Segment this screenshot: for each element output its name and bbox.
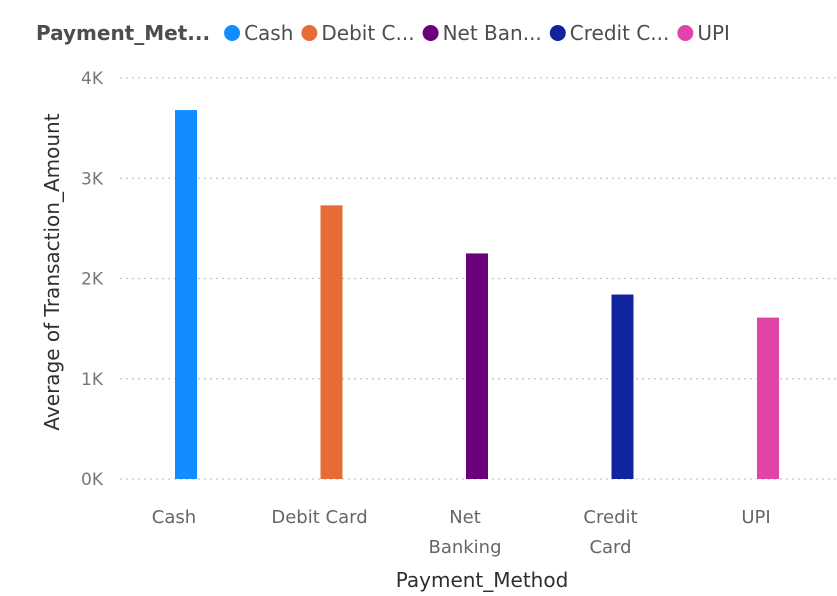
x-tick-label: Cash — [152, 507, 196, 528]
legend-label: UPI — [697, 21, 730, 45]
legend-label: Debit C... — [321, 21, 414, 45]
legend-label: Cash — [244, 21, 293, 45]
y-tick-label: 3K — [81, 169, 104, 189]
y-tick-label: 2K — [81, 270, 104, 290]
legend-marker-icon — [549, 25, 566, 41]
legend-item[interactable]: UPI — [677, 21, 730, 45]
bar[interactable] — [611, 294, 634, 479]
bar[interactable] — [320, 205, 343, 479]
bar[interactable] — [175, 110, 197, 479]
legend-item[interactable]: Net Ban... — [422, 21, 542, 45]
legend-marker-icon — [224, 25, 241, 41]
legend-item[interactable]: Credit C... — [549, 21, 670, 45]
legend-title: Payment_Met... — [36, 21, 210, 45]
legend-item[interactable]: Cash — [224, 21, 293, 45]
y-tick-label: 0K — [81, 470, 104, 490]
y-tick-label: 1K — [81, 370, 104, 390]
x-tick-label: Debit Card — [271, 507, 367, 528]
legend-item[interactable]: Debit C... — [301, 21, 415, 45]
x-axis-title: Payment_Method — [396, 568, 569, 592]
y-axis-title: Average of Transaction_Amount — [40, 113, 64, 430]
x-tick-label: Credit Card — [583, 507, 637, 558]
x-tick-label: UPI — [741, 507, 770, 528]
y-axis-ticks: 0K 1K 2K 3K 4K — [81, 69, 104, 490]
legend: Payment_Met... Cash Debit C... Net Ban... C… — [36, 21, 730, 45]
x-axis-ticks: Cash Debit Card Net Banking Credit Card UPI — [152, 507, 771, 558]
legend-marker-icon — [301, 25, 318, 41]
legend-marker-icon — [677, 25, 694, 41]
bars — [175, 110, 779, 479]
legend-marker-icon — [422, 25, 439, 41]
bar[interactable] — [466, 253, 488, 479]
legend-label: Net Ban... — [443, 21, 542, 45]
x-tick-label: Net Banking — [428, 507, 501, 558]
legend-label: Credit C... — [570, 21, 670, 45]
y-tick-label: 4K — [81, 69, 104, 89]
bar[interactable] — [757, 317, 779, 479]
legend-items: Cash Debit C... Net Ban... Credit C... UPI — [224, 21, 730, 45]
